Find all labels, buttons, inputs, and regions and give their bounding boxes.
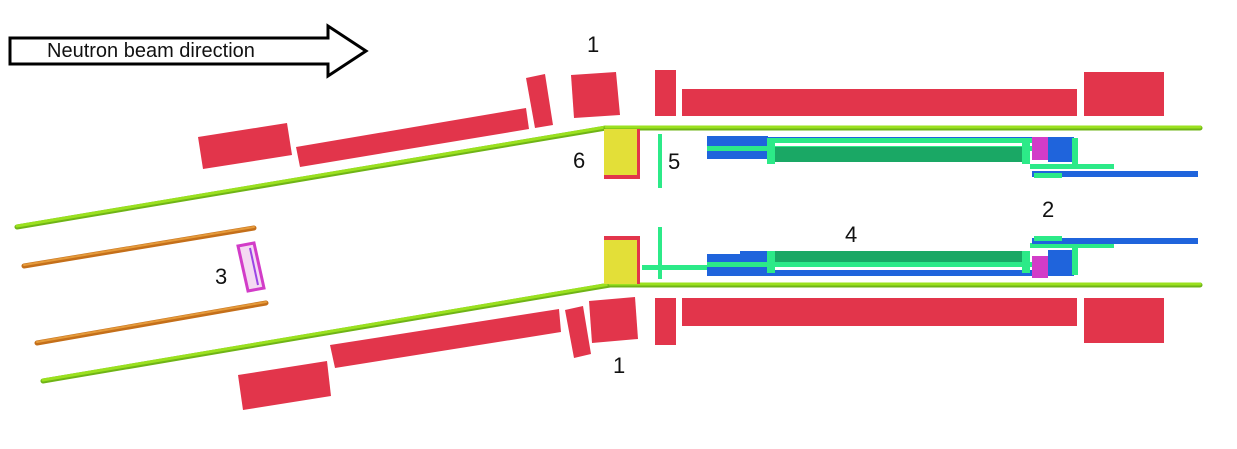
upper-shielding <box>198 70 1164 169</box>
upper-shield-long <box>682 89 1077 116</box>
upper-shield-block-a <box>198 123 292 169</box>
arrow-outline-icon <box>8 23 369 79</box>
plate-5-lower <box>658 227 662 279</box>
orange-rod-upper-hi <box>23 226 255 266</box>
lower-blue-rod <box>1032 238 1198 244</box>
lower-shielding <box>238 297 1164 410</box>
lower-blue-right-block <box>1048 250 1074 275</box>
lower-shield-block-e <box>655 298 676 345</box>
label-5: 5 <box>668 149 680 174</box>
yellow-block-upper-edge-right <box>637 129 640 179</box>
upper-green-arm <box>1030 164 1114 169</box>
lower-magenta-ring <box>1032 256 1048 278</box>
upper-teal-tube <box>770 147 1030 162</box>
yellow-block-lower-edge-top <box>604 236 640 240</box>
lower-blue-bar-bottom <box>707 270 1074 276</box>
upper-shield-block-c <box>526 74 553 128</box>
guide-lower-diagonal-hi <box>41 282 612 382</box>
beam-direction-arrow: Neutron beam direction <box>8 23 369 79</box>
lower-shield-end <box>1084 298 1164 343</box>
yellow-block-upper <box>604 129 640 179</box>
plate-5-upper <box>658 134 662 188</box>
label-3: 3 <box>215 264 227 289</box>
upper-blue-right-block <box>1048 137 1074 162</box>
orange-rod-lower-hi <box>36 301 267 343</box>
upper-shield-block-e <box>655 70 676 116</box>
yellow-block-lower-edge-right <box>637 236 640 284</box>
lower-shield-block-d <box>589 297 638 343</box>
lower-teal-tube <box>770 251 1030 265</box>
upper-shield-end <box>1084 72 1164 116</box>
upper-green-left-post <box>767 142 775 164</box>
lower-green-frame-mid <box>707 262 1073 267</box>
orange-rods <box>21 225 269 346</box>
lower-shield-block-b <box>330 309 561 368</box>
upper-green-clip <box>1034 173 1062 178</box>
yellow-block-lower <box>604 236 640 284</box>
lower-green-clip <box>1034 236 1062 241</box>
lower-shield-block-a <box>238 361 331 410</box>
lower-green-right-post <box>1022 251 1030 273</box>
component-3-inner <box>249 247 259 286</box>
upper-assembly <box>707 136 1198 178</box>
label-6: 6 <box>573 148 585 173</box>
upper-green-end-post <box>1072 138 1078 168</box>
upper-shield-block-d <box>571 72 620 118</box>
lower-green-end-post <box>1072 245 1078 275</box>
upper-blue-rod <box>1032 171 1198 177</box>
lower-shield-block-c <box>565 306 591 358</box>
upper-shield-block-b <box>296 108 529 167</box>
label-4: 4 <box>845 222 857 247</box>
upper-green-right-post <box>1022 142 1030 164</box>
component-labels: 1 1 2 3 4 5 6 <box>215 32 1054 378</box>
yellow-block-upper-edge-bottom <box>604 175 640 179</box>
component-3 <box>236 241 266 293</box>
lower-green-arm <box>1030 243 1114 248</box>
label-1-bottom: 1 <box>613 353 625 378</box>
label-1-top: 1 <box>587 32 599 57</box>
lower-shield-long <box>682 298 1077 326</box>
label-2: 2 <box>1042 197 1054 222</box>
upper-magenta-ring <box>1032 137 1048 160</box>
lower-green-left-post <box>767 251 775 273</box>
lower-assembly <box>707 236 1198 278</box>
component-6 <box>604 129 640 284</box>
arrow-text: Neutron beam direction <box>47 40 255 62</box>
guide-upper-diagonal-hi <box>15 125 608 228</box>
upper-green-frame-top <box>767 138 1073 143</box>
neutron-guide <box>14 125 1203 384</box>
lower-blue-step <box>740 251 770 257</box>
